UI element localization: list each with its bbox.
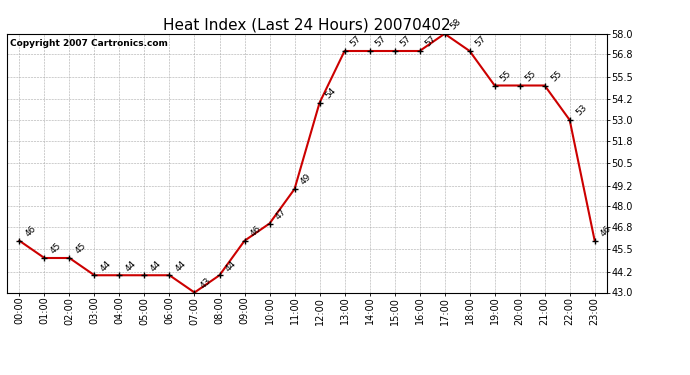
Text: 46: 46 (248, 224, 263, 238)
Text: 44: 44 (99, 259, 113, 273)
Text: 55: 55 (549, 69, 563, 83)
Text: 53: 53 (574, 104, 589, 118)
Text: 47: 47 (274, 207, 288, 221)
Text: 44: 44 (124, 259, 138, 273)
Text: 57: 57 (374, 34, 388, 49)
Text: 57: 57 (424, 34, 438, 49)
Text: 58: 58 (448, 17, 463, 32)
Text: 57: 57 (348, 34, 363, 49)
Text: Copyright 2007 Cartronics.com: Copyright 2007 Cartronics.com (10, 39, 168, 48)
Text: 44: 44 (174, 259, 188, 273)
Text: 55: 55 (524, 69, 538, 83)
Text: 44: 44 (148, 259, 163, 273)
Text: 49: 49 (299, 172, 313, 187)
Text: 54: 54 (324, 86, 338, 100)
Title: Heat Index (Last 24 Hours) 20070402: Heat Index (Last 24 Hours) 20070402 (164, 18, 451, 33)
Text: 55: 55 (499, 69, 513, 83)
Text: 43: 43 (199, 276, 213, 290)
Text: 45: 45 (48, 242, 63, 256)
Text: 46: 46 (23, 224, 38, 238)
Text: 45: 45 (74, 242, 88, 256)
Text: 57: 57 (474, 34, 489, 49)
Text: 44: 44 (224, 259, 238, 273)
Text: 57: 57 (399, 34, 413, 49)
Text: 46: 46 (599, 224, 613, 238)
